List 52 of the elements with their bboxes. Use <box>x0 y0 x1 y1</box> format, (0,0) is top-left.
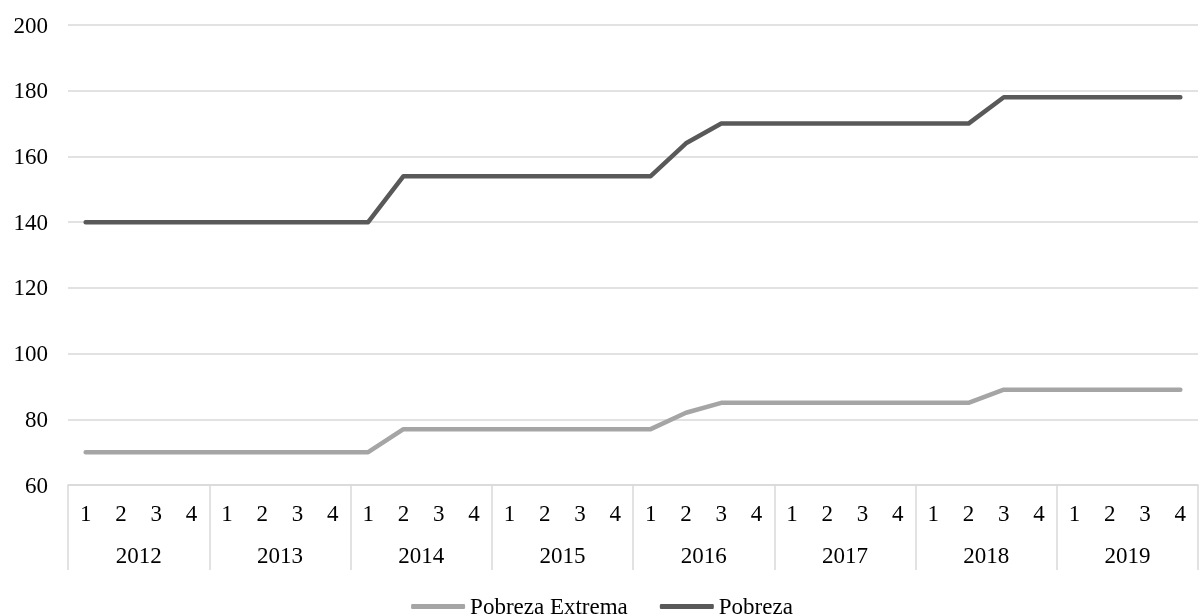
x-tick-label: 1 <box>362 501 374 526</box>
y-tick-label: 180 <box>13 78 48 104</box>
x-tick-label: 4 <box>185 501 198 526</box>
x-tick-label: 3 <box>574 501 586 526</box>
x-tick-label: 1 <box>644 501 657 526</box>
x-tick-label: 4 <box>609 501 622 526</box>
y-tick-label: 160 <box>13 143 48 169</box>
y-tick-label: 60 <box>25 472 48 498</box>
text: 2012 <box>115 543 162 568</box>
text: 2016 <box>680 543 727 568</box>
x-tick-label: 3 <box>433 501 445 526</box>
y-tick-label: 140 <box>13 209 48 235</box>
x-tick-label: 2 <box>1103 501 1116 526</box>
x-tick-label: 3 <box>291 501 304 526</box>
x-tick-label: 3 <box>715 501 728 526</box>
x-tick-label: 3 <box>998 501 1010 526</box>
x-tick-label: 2 <box>397 501 410 526</box>
x-tick-label: 1 <box>503 501 516 526</box>
x-tick-label: 4 <box>892 501 905 526</box>
x-tick-label: 1 <box>221 501 233 526</box>
text: 2019 <box>1104 543 1151 568</box>
legend-label: Pobreza <box>718 594 793 616</box>
x-tick-label: 3 <box>150 501 163 526</box>
legend-label: Pobreza Extrema <box>470 594 628 616</box>
x-tick-label: 2 <box>256 501 268 526</box>
x-tick-label: 2 <box>962 501 975 526</box>
text: 2017 <box>821 543 868 568</box>
x-tick-label: 4 <box>468 501 481 526</box>
y-tick-label: 100 <box>13 341 48 367</box>
y-tick-label: 120 <box>13 275 48 301</box>
x-tick-label: 3 <box>1139 501 1151 526</box>
x-tick-label: 2 <box>538 501 551 526</box>
y-tick-label: 80 <box>25 406 48 432</box>
x-tick-label: 1 <box>786 501 798 526</box>
x-tick-label: 1 <box>1068 501 1081 526</box>
x-tick-label: 4 <box>1033 501 1046 526</box>
x-tick-label: 2 <box>115 501 127 526</box>
y-tick-label: 200 <box>13 12 48 38</box>
x-tick-label: 4 <box>1174 501 1187 526</box>
x-tick-label: 4 <box>327 501 340 526</box>
text: 2018 <box>963 543 1010 568</box>
x-tick-label: 2 <box>821 501 833 526</box>
line-series <box>83 95 1183 225</box>
text: 2015 <box>539 543 586 568</box>
x-tick-label: 3 <box>856 501 869 526</box>
text: 2013 <box>256 543 303 568</box>
x-tick-label: 1 <box>79 501 92 526</box>
line-series <box>83 387 1183 455</box>
x-tick-label: 1 <box>927 501 939 526</box>
text: 2014 <box>398 543 445 568</box>
x-tick-label: 2 <box>680 501 692 526</box>
x-tick-label: 4 <box>750 501 763 526</box>
